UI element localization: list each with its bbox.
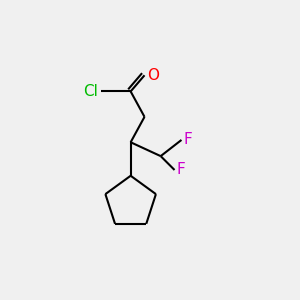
Text: Cl: Cl — [83, 84, 98, 99]
Text: O: O — [147, 68, 159, 83]
Text: F: F — [184, 132, 193, 147]
Text: F: F — [177, 163, 186, 178]
